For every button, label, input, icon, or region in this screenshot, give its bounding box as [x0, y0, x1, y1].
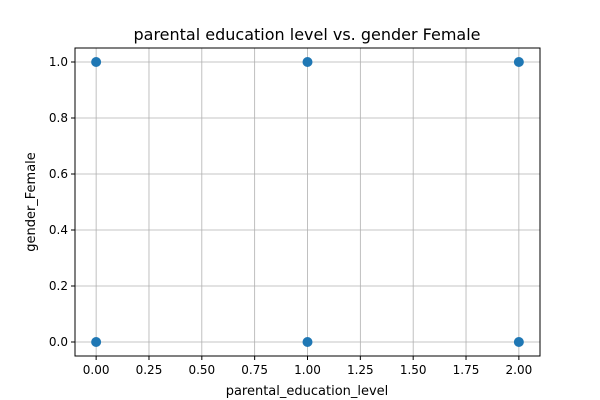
- x-tick-label: 2.00: [506, 363, 533, 377]
- y-tick-label: 0.8: [49, 111, 68, 125]
- x-tick-label: 0.25: [136, 363, 163, 377]
- y-tick-label: 0.2: [49, 279, 68, 293]
- x-tick-label: 0.75: [241, 363, 268, 377]
- y-axis-ticks: 0.0 0.2 0.4 0.6 0.8 1.0: [49, 55, 75, 349]
- grid: [75, 48, 540, 356]
- y-axis-label: gender_Female: [24, 152, 39, 252]
- scatter-point: [91, 337, 102, 347]
- x-tick-label: 0.50: [188, 363, 215, 377]
- scatter-point: [302, 57, 313, 67]
- scatter-point: [513, 337, 524, 347]
- scatter-point: [91, 57, 102, 67]
- x-axis-label: parental_education_level: [226, 384, 389, 399]
- x-tick-label: 1.50: [400, 363, 427, 377]
- y-tick-label: 0.6: [49, 167, 68, 181]
- data-points: [91, 57, 524, 347]
- scatter-point: [513, 57, 524, 67]
- x-axis-ticks: 0.00 0.25 0.50 0.75 1.00 1.25 1.50 1.75 2.00: [83, 356, 532, 377]
- chart-title: parental education level vs. gender Fema…: [133, 25, 480, 44]
- y-tick-label: 1.0: [49, 55, 68, 69]
- x-tick-label: 0.00: [83, 363, 110, 377]
- x-tick-label: 1.00: [294, 363, 321, 377]
- y-tick-label: 0.4: [49, 223, 68, 237]
- x-tick-label: 1.25: [347, 363, 374, 377]
- scatter-point: [302, 337, 313, 347]
- y-tick-label: 0.0: [49, 335, 68, 349]
- x-tick-label: 1.75: [453, 363, 480, 377]
